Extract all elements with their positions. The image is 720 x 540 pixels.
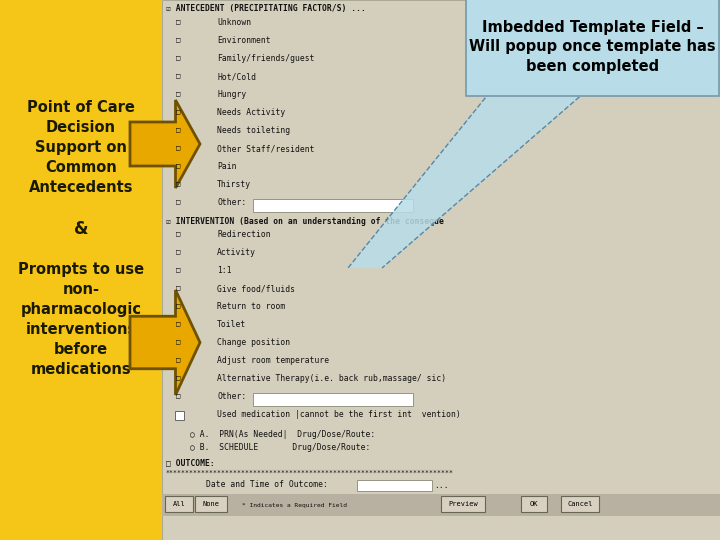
Text: □: □ (176, 320, 181, 326)
Text: * Indicates a Required Field: * Indicates a Required Field (242, 503, 347, 508)
Text: Needs Activity: Needs Activity (217, 108, 285, 117)
FancyBboxPatch shape (162, 0, 720, 540)
Text: Hungry: Hungry (217, 90, 246, 99)
Text: ☑: ☑ (176, 410, 181, 416)
Text: None: None (202, 501, 220, 507)
Text: Environment: Environment (217, 36, 271, 45)
Text: Decision: Decision (46, 120, 116, 135)
Text: Other:: Other: (217, 198, 246, 207)
Text: Support on: Support on (35, 140, 127, 155)
Text: □: □ (176, 374, 181, 380)
Polygon shape (348, 92, 585, 268)
Text: OK: OK (530, 501, 539, 507)
Text: medications: medications (31, 362, 131, 377)
Text: Unknown: Unknown (217, 18, 251, 27)
Text: ☑ INTERVENTION (Based on an understanding of the conseque: ☑ INTERVENTION (Based on an understandin… (166, 217, 444, 226)
Polygon shape (130, 100, 200, 188)
FancyBboxPatch shape (521, 496, 547, 512)
Text: □: □ (176, 90, 181, 96)
Text: Other Staff/resident: Other Staff/resident (217, 144, 315, 153)
Text: non-: non- (63, 282, 99, 297)
Text: Give food/fluids: Give food/fluids (217, 284, 295, 293)
Text: Common: Common (45, 160, 117, 175)
FancyBboxPatch shape (165, 496, 193, 512)
Text: □: □ (176, 108, 181, 114)
Text: Antecedents: Antecedents (29, 180, 133, 195)
Text: □: □ (176, 36, 181, 42)
Text: Pain: Pain (217, 162, 236, 171)
Text: interventions: interventions (25, 322, 137, 337)
Text: Imbedded Template Field –
Will popup once template has
been completed: Imbedded Template Field – Will popup onc… (469, 19, 716, 75)
Text: □: □ (176, 54, 181, 60)
Text: Adjust room temperature: Adjust room temperature (217, 356, 329, 365)
Text: □: □ (176, 392, 181, 398)
Text: □: □ (176, 338, 181, 344)
Text: Hot/Cold: Hot/Cold (217, 72, 256, 81)
Text: All: All (173, 501, 185, 507)
Text: Alternative Therapy(i.e. back rub,massage/ sic): Alternative Therapy(i.e. back rub,massag… (217, 374, 446, 383)
FancyBboxPatch shape (175, 411, 184, 420)
Text: Date and Time of Outcome:: Date and Time of Outcome: (206, 480, 328, 489)
Text: □: □ (176, 180, 181, 186)
Text: □ OUTCOME:: □ OUTCOME: (166, 458, 215, 467)
Text: Activity: Activity (217, 248, 256, 257)
Text: Redirection: Redirection (217, 230, 271, 239)
Text: ...: ... (434, 481, 449, 490)
Text: Used medication |cannot be the first int  vention): Used medication |cannot be the first int… (217, 410, 461, 419)
FancyBboxPatch shape (357, 480, 432, 491)
Text: pharmacologic: pharmacologic (20, 302, 142, 317)
FancyBboxPatch shape (0, 0, 162, 540)
Text: □: □ (176, 266, 181, 272)
Text: ☑ ANTECEDENT (PRECIPITATING FACTOR/S) ...: ☑ ANTECEDENT (PRECIPITATING FACTOR/S) ..… (166, 4, 366, 13)
Text: Toilet: Toilet (217, 320, 246, 329)
Text: □: □ (176, 72, 181, 78)
Text: □: □ (176, 198, 181, 204)
Text: Thirsty: Thirsty (217, 180, 251, 189)
Text: □: □ (176, 126, 181, 132)
Text: ○ A.  PRN(As Needed|  Drug/Dose/Route:: ○ A. PRN(As Needed| Drug/Dose/Route: (190, 430, 375, 439)
Text: □: □ (176, 230, 181, 236)
Text: Change position: Change position (217, 338, 290, 347)
Text: ************************************************************************: ****************************************… (166, 470, 454, 476)
Text: □: □ (176, 302, 181, 308)
Text: before: before (54, 342, 108, 357)
FancyBboxPatch shape (253, 393, 413, 406)
Text: 1:1: 1:1 (217, 266, 232, 275)
Text: &: & (73, 220, 89, 238)
FancyBboxPatch shape (162, 494, 720, 516)
FancyBboxPatch shape (466, 0, 719, 96)
Text: Cancel: Cancel (567, 501, 593, 507)
Text: □: □ (176, 18, 181, 24)
Text: □: □ (176, 162, 181, 168)
Text: Point of Care: Point of Care (27, 100, 135, 115)
Text: Return to room: Return to room (217, 302, 285, 311)
Text: Prompts to use: Prompts to use (18, 262, 144, 277)
Text: □: □ (176, 144, 181, 150)
Text: □: □ (176, 356, 181, 362)
FancyBboxPatch shape (441, 496, 485, 512)
Text: □: □ (176, 248, 181, 254)
Text: Family/friends/guest: Family/friends/guest (217, 54, 315, 63)
Text: Preview: Preview (448, 501, 478, 507)
Polygon shape (130, 290, 200, 395)
Text: Other:: Other: (217, 392, 246, 401)
Text: Needs toileting: Needs toileting (217, 126, 290, 135)
Text: □: □ (176, 284, 181, 290)
Text: ○ B.  SCHEDULE       Drug/Dose/Route:: ○ B. SCHEDULE Drug/Dose/Route: (190, 443, 370, 452)
FancyBboxPatch shape (195, 496, 227, 512)
FancyBboxPatch shape (561, 496, 599, 512)
FancyBboxPatch shape (253, 199, 413, 212)
